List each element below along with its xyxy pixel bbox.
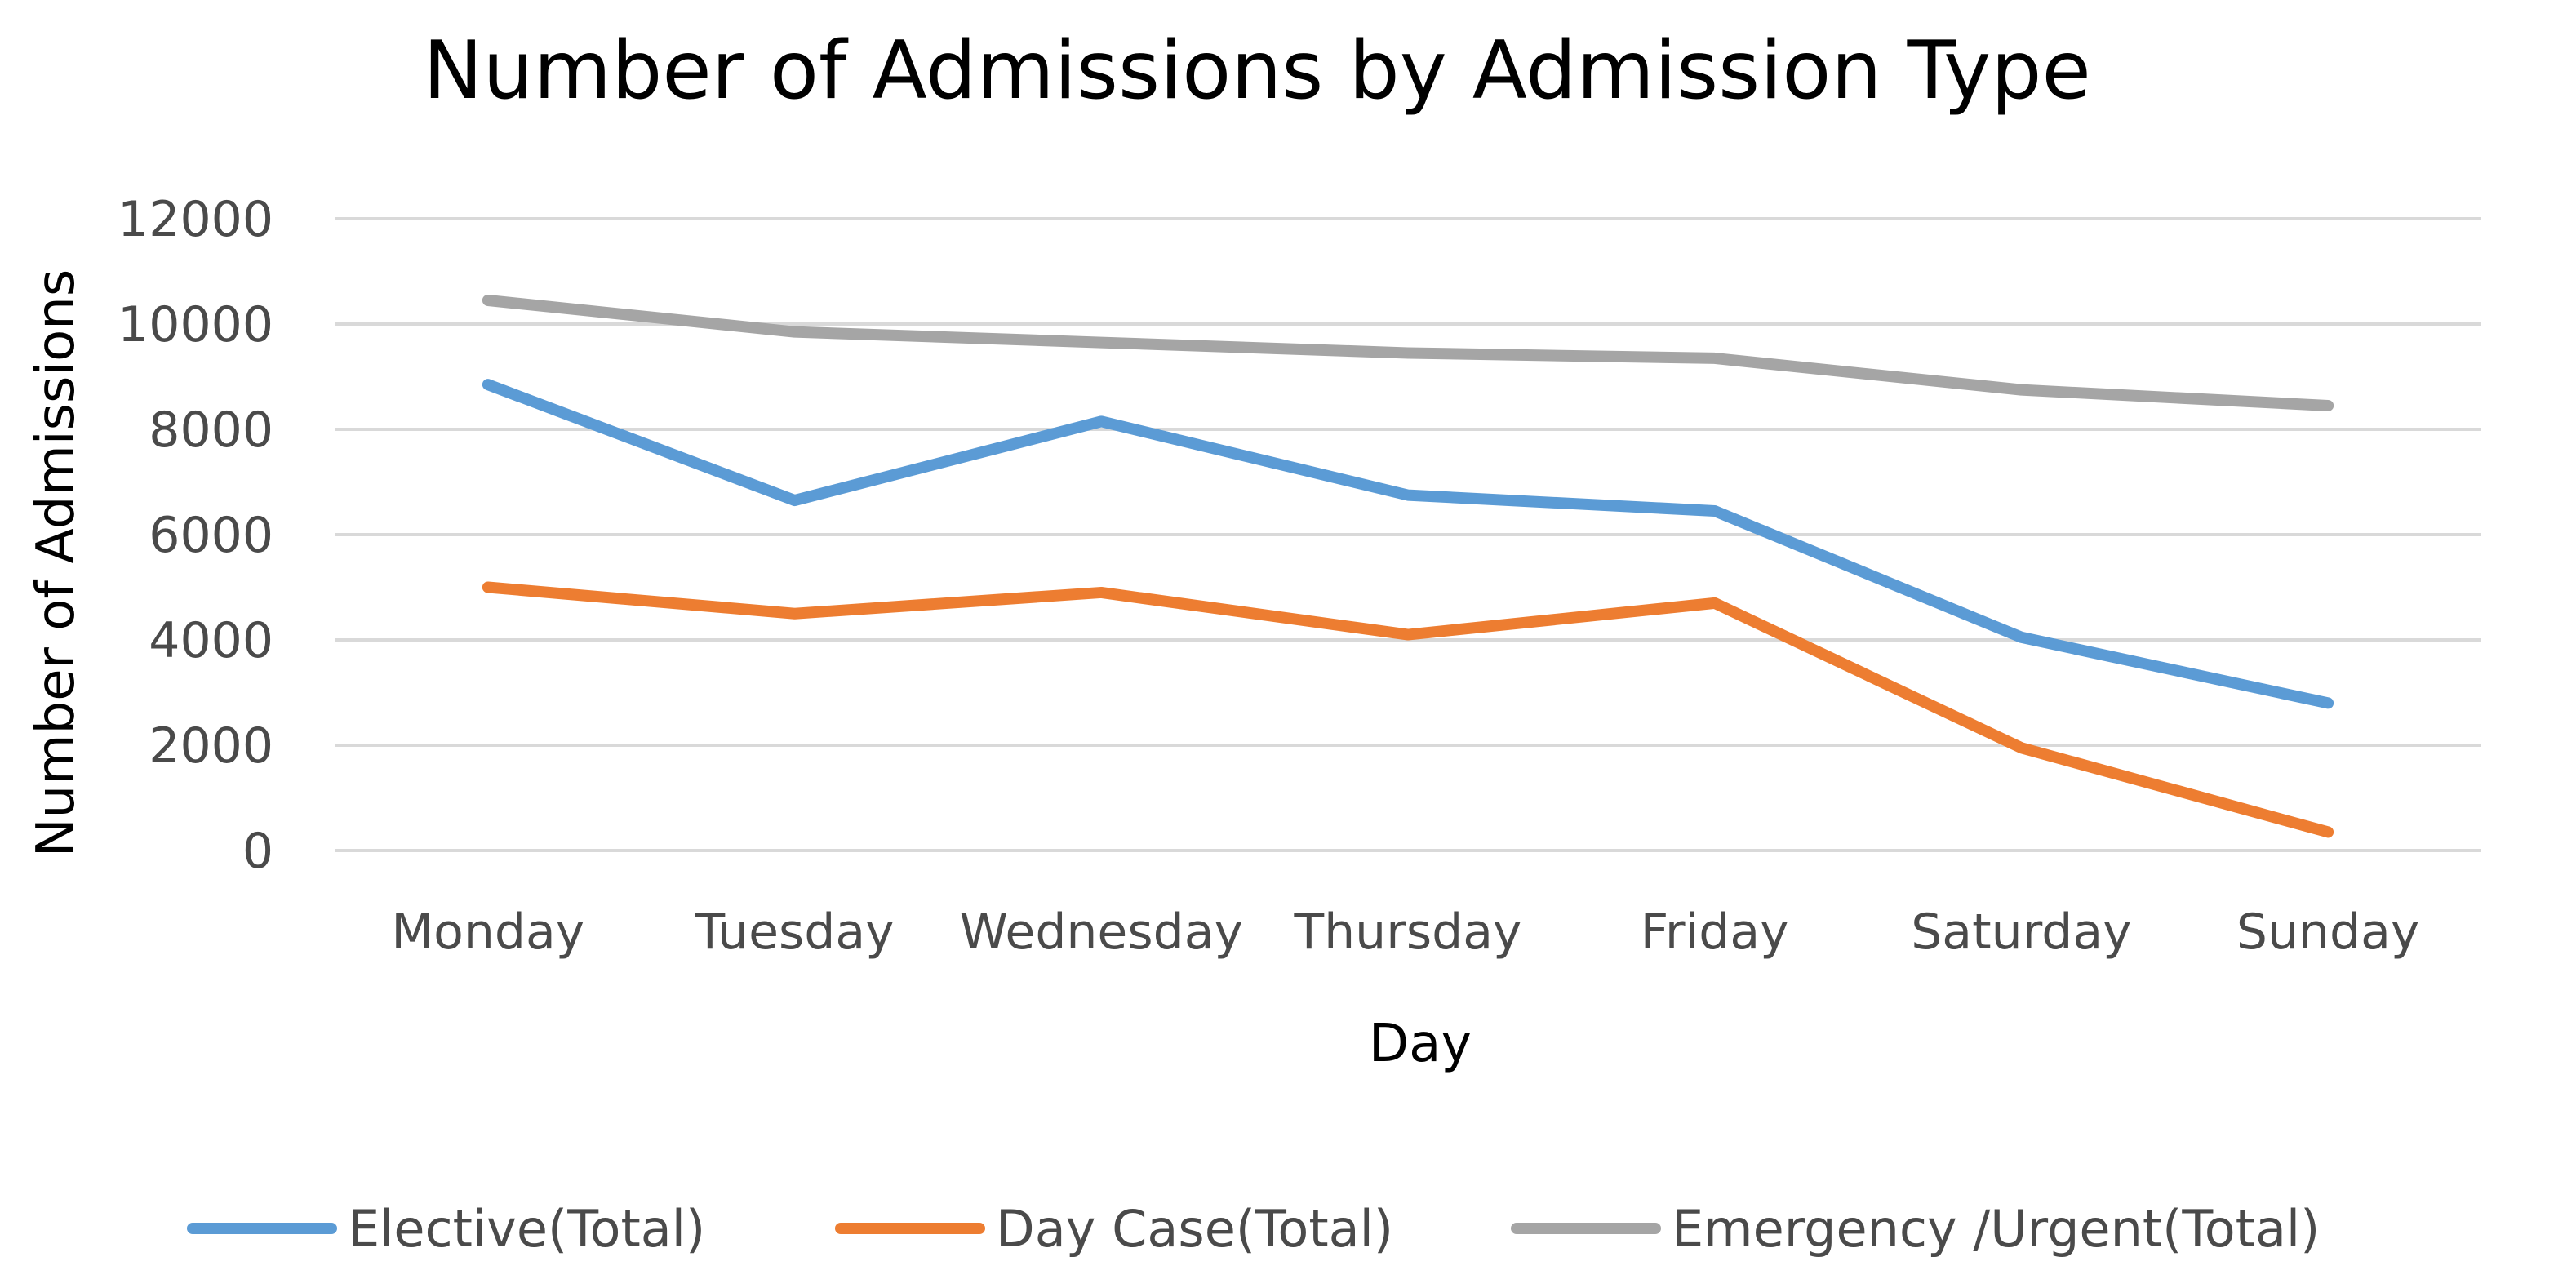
series-lines <box>482 294 2334 838</box>
legend-label: Elective(Total) <box>348 1199 705 1259</box>
y-tick-label: 0 <box>242 823 273 880</box>
x-tick-label: Sunday <box>2236 904 2420 961</box>
legend-label: Emergency /Urgent(Total) <box>1672 1199 2320 1259</box>
x-tick-label: Saturday <box>1911 904 2131 961</box>
x-tick-labels: Monday Tuesday Wednesday Thursday Friday Satu… <box>391 904 2419 961</box>
y-tick-labels: 0 2000 4000 6000 8000 10000 12000 <box>118 191 273 880</box>
x-axis-title: Day <box>1369 1014 1472 1074</box>
series-line-1 <box>482 581 2334 838</box>
chart-title: Number of Admissions by Admission Type <box>423 24 2091 118</box>
legend: Elective(Total) Day Case(Total) Emergency … <box>187 1199 2320 1259</box>
y-axis-title: Number of Admissions <box>26 269 87 857</box>
x-tick-label: Wednesday <box>960 904 1243 961</box>
x-tick-label: Tuesday <box>695 904 895 961</box>
y-tick-label: 8000 <box>149 402 273 459</box>
y-tick-label: 12000 <box>118 191 273 248</box>
x-tick-label: Thursday <box>1294 904 1522 961</box>
y-tick-label: 6000 <box>149 507 273 564</box>
y-tick-label: 2000 <box>149 717 273 775</box>
x-tick-label: Monday <box>391 904 584 961</box>
x-tick-label: Friday <box>1641 904 1789 961</box>
y-tick-label: 4000 <box>149 612 273 669</box>
legend-label: Day Case(Total) <box>996 1199 1393 1259</box>
y-tick-label: 10000 <box>118 296 273 353</box>
series-line-0 <box>482 379 2334 709</box>
